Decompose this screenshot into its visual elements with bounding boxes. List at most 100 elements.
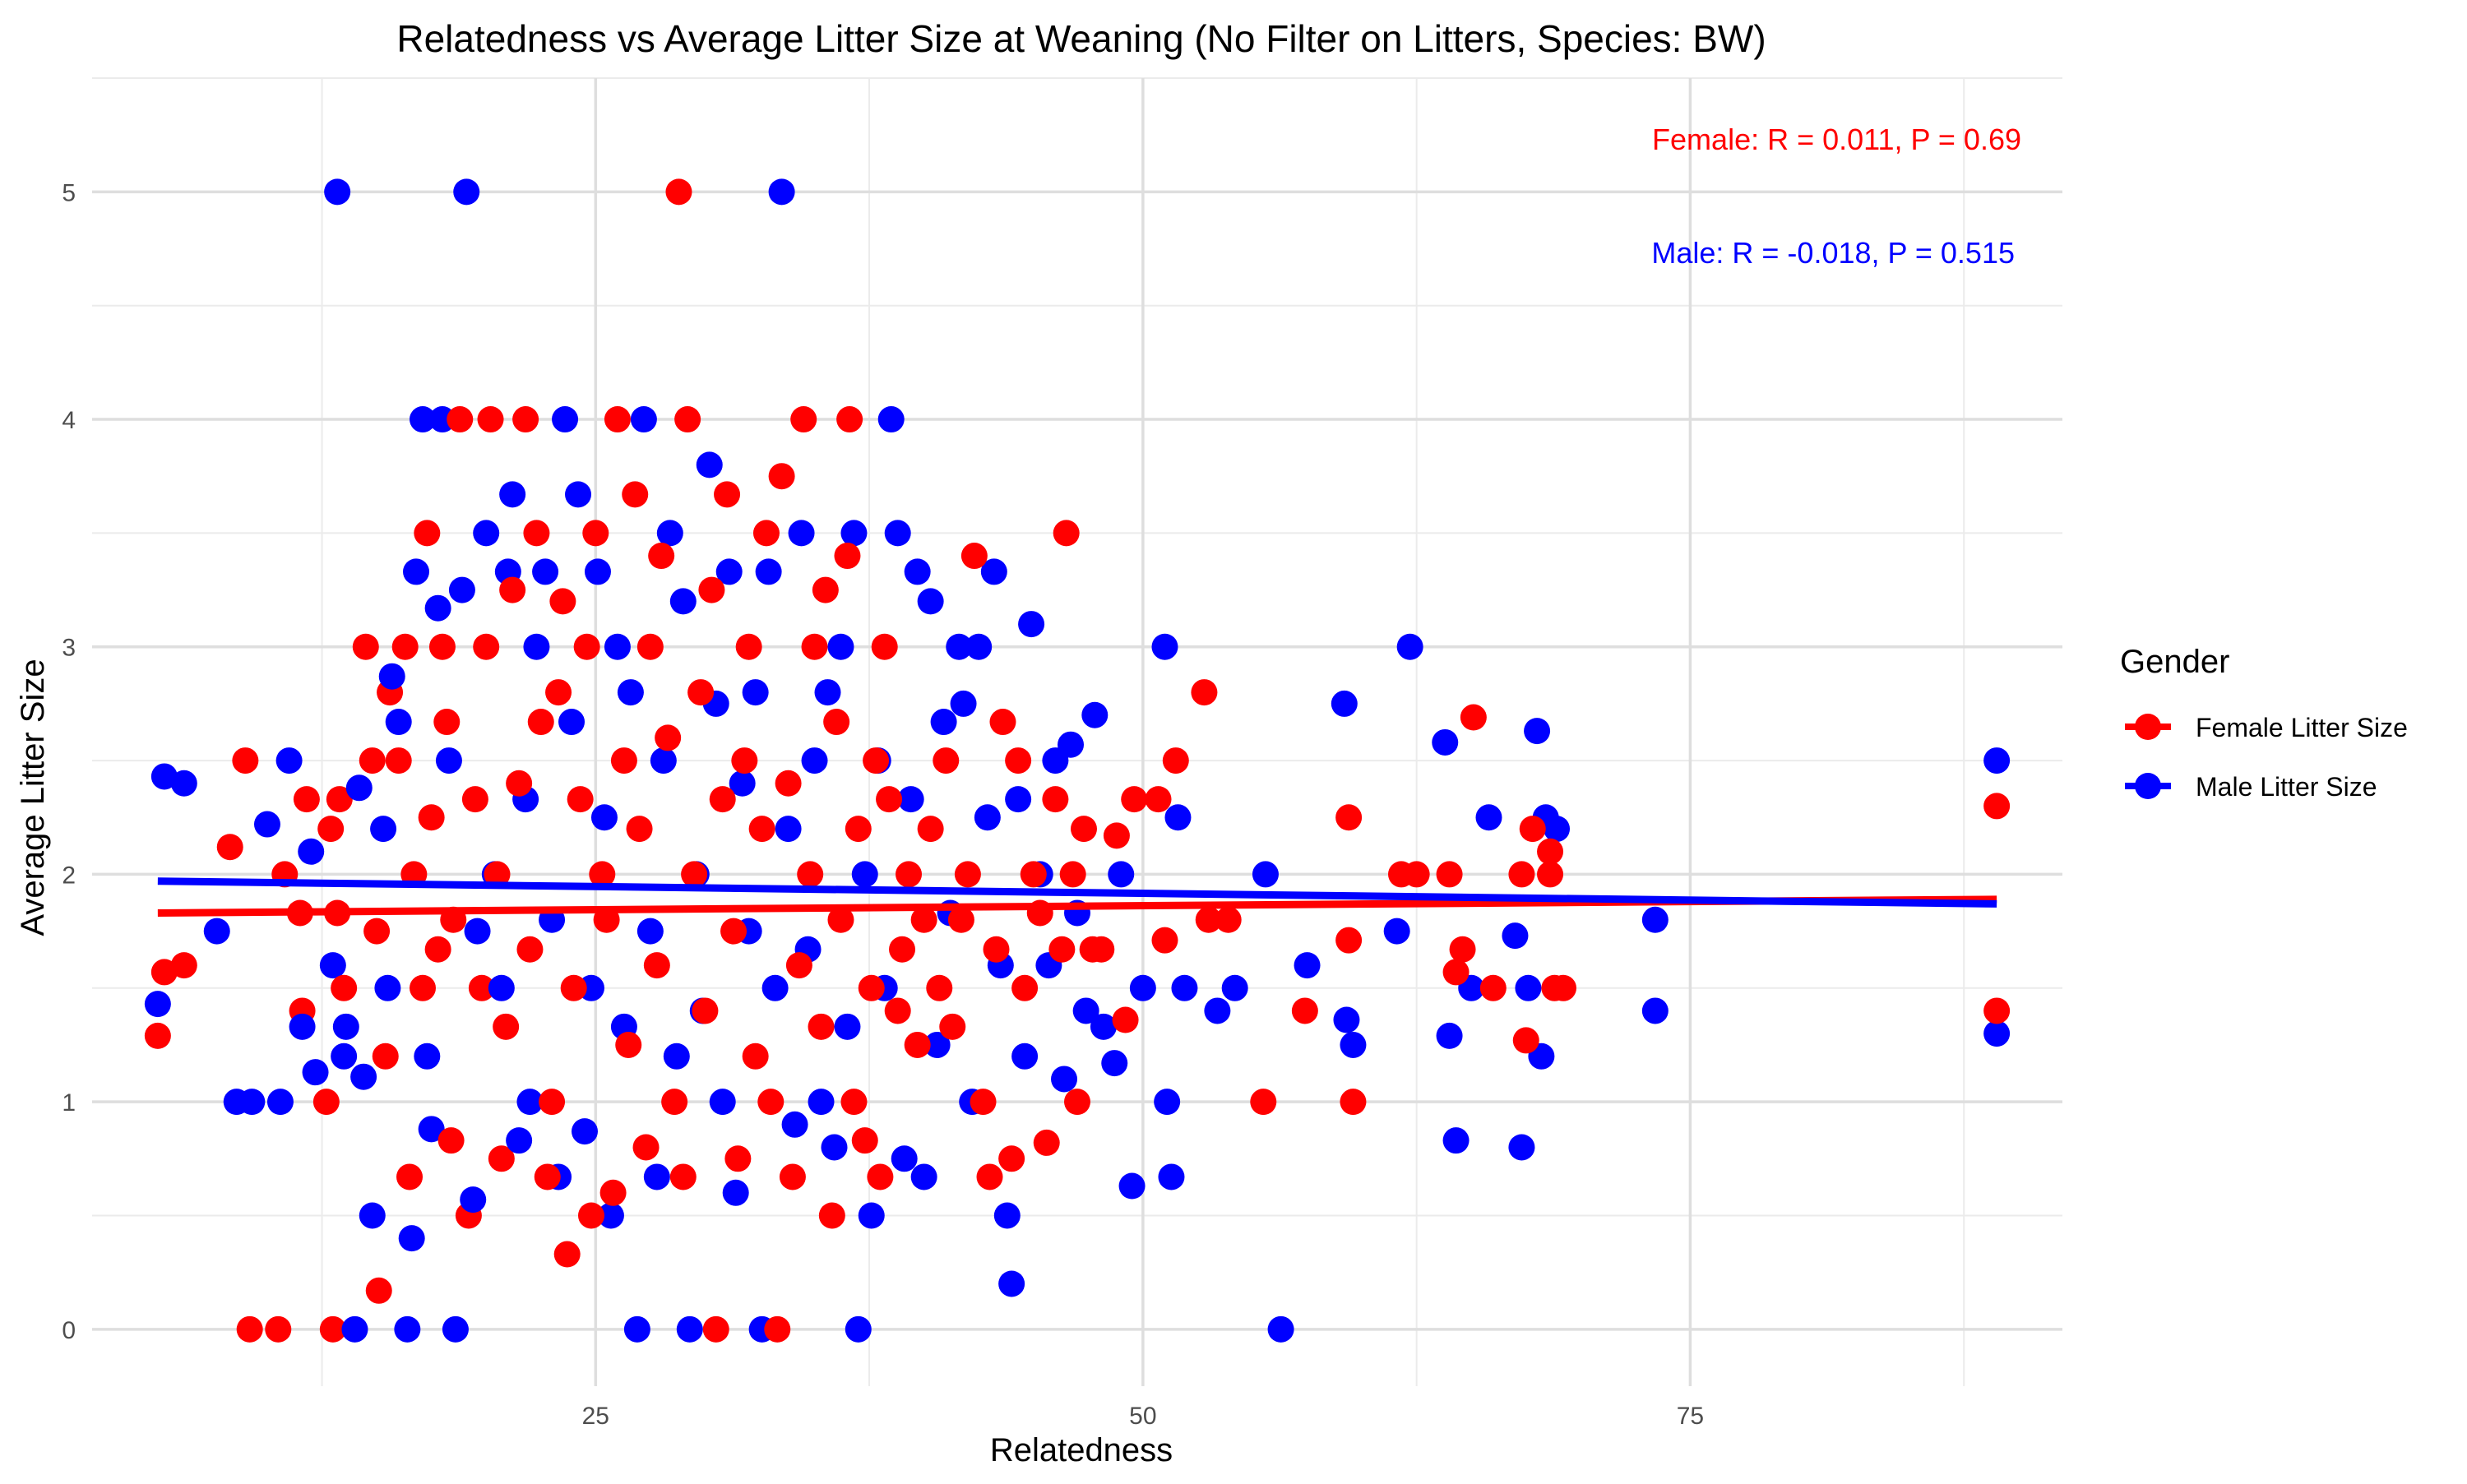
legend-item-female: Female Litter Size (2125, 713, 2408, 742)
male-data-point (845, 1315, 872, 1343)
male-data-point (761, 974, 789, 1001)
female-data-point (1064, 1089, 1090, 1116)
male-data-point (1544, 816, 1571, 843)
female-data-point (1512, 1027, 1539, 1054)
male-data-point (1171, 974, 1198, 1001)
female-data-point (643, 952, 670, 979)
female-data-point (954, 861, 981, 888)
female-data-point (326, 786, 353, 813)
female-data-point (836, 406, 863, 433)
female-data-point (414, 520, 441, 547)
female-data-point (858, 974, 885, 1001)
female-data-point (1112, 1006, 1139, 1033)
male-data-point (656, 520, 683, 547)
female-data-point (1250, 1089, 1277, 1116)
male-data-point (993, 1202, 1021, 1229)
male-data-point (453, 178, 480, 206)
female-data-point (582, 520, 609, 547)
female-data-point (1070, 816, 1097, 843)
male-data-point (1072, 997, 1099, 1024)
male-data-point (464, 918, 491, 945)
female-data-point (636, 633, 664, 660)
female-data-point (477, 406, 504, 433)
male-data-point (742, 679, 769, 706)
female-data-point (752, 520, 780, 547)
female-data-point (742, 1042, 769, 1070)
female-data-point (976, 1163, 1003, 1190)
male-data-point (350, 1063, 377, 1090)
female-data-point (1103, 822, 1130, 849)
male-data-point (974, 804, 1001, 831)
y-tick-label: 1 (62, 1089, 76, 1116)
male-data-point (565, 481, 592, 508)
female-data-point (735, 633, 762, 660)
legend-label-male: Male Litter Size (2196, 772, 2377, 802)
female-data-point (827, 906, 854, 933)
female-data-point (674, 406, 701, 433)
female-data-point (319, 1315, 346, 1343)
male-data-point (1340, 1031, 1367, 1058)
male-data-point (851, 861, 878, 888)
female-data-point (1335, 927, 1363, 954)
legend-key-dot-female (2135, 714, 2161, 740)
male-data-point (331, 1042, 358, 1070)
male-data-point (877, 406, 905, 433)
female-data-point (632, 1134, 660, 1161)
female-data-point (506, 770, 533, 797)
male-data-point (891, 1145, 918, 1172)
male-data-point (597, 1202, 624, 1229)
male-data-point (1221, 974, 1248, 1001)
male-data-point (840, 520, 868, 547)
female-data-point (681, 861, 708, 888)
male-data-point (998, 1270, 1025, 1297)
male-data-point (394, 1315, 421, 1343)
female-data-point (661, 1089, 688, 1116)
female-data-point (1436, 861, 1463, 888)
female-data-point (818, 1202, 845, 1229)
female-data-point (1042, 786, 1069, 813)
female-data-point (170, 952, 197, 979)
male-data-point (289, 1013, 316, 1040)
female-data-point (1983, 793, 2011, 820)
female-data-point (1537, 838, 1564, 865)
female-data-point (709, 786, 736, 813)
male-data-point (897, 786, 924, 813)
female-data-point (1460, 704, 1487, 731)
male-data-point (1641, 906, 1669, 933)
female-data-point (352, 633, 379, 660)
male-data-point (768, 178, 795, 206)
female-data-point (960, 543, 988, 570)
male-data-point (1641, 997, 1669, 1024)
male-data-point (266, 1089, 294, 1116)
male-data-point (1058, 731, 1085, 758)
male-data-point (650, 747, 677, 774)
male-data-point (1081, 701, 1109, 728)
female-data-point (698, 576, 725, 603)
y-tick-label: 0 (62, 1317, 76, 1344)
male-data-point (1432, 728, 1459, 756)
female-data-point (764, 1315, 791, 1343)
female-data-point (499, 576, 526, 603)
female-data-point (1479, 974, 1507, 1001)
male-data-point (1018, 611, 1045, 638)
female-data-point (1335, 804, 1363, 831)
female-stat-annotation: Female: R = 0.011, P = 0.69 (1652, 123, 2021, 156)
female-data-point (488, 1145, 515, 1172)
trend-layer (157, 877, 1997, 917)
female-data-point (232, 747, 259, 774)
female-data-point (1195, 906, 1222, 933)
male-data-point (442, 1315, 469, 1343)
male-data-point (552, 406, 579, 433)
male-data-point (516, 1089, 544, 1116)
female-data-point (1291, 997, 1318, 1024)
female-data-point (720, 918, 748, 945)
female-data-point (1121, 786, 1148, 813)
male-data-point (506, 1127, 533, 1154)
male-data-point (1164, 804, 1192, 831)
male-data-point (1101, 1050, 1128, 1077)
male-data-point (1333, 1006, 1360, 1033)
female-data-point (889, 936, 916, 963)
female-data-point (998, 1145, 1025, 1172)
female-data-point (939, 1013, 966, 1040)
